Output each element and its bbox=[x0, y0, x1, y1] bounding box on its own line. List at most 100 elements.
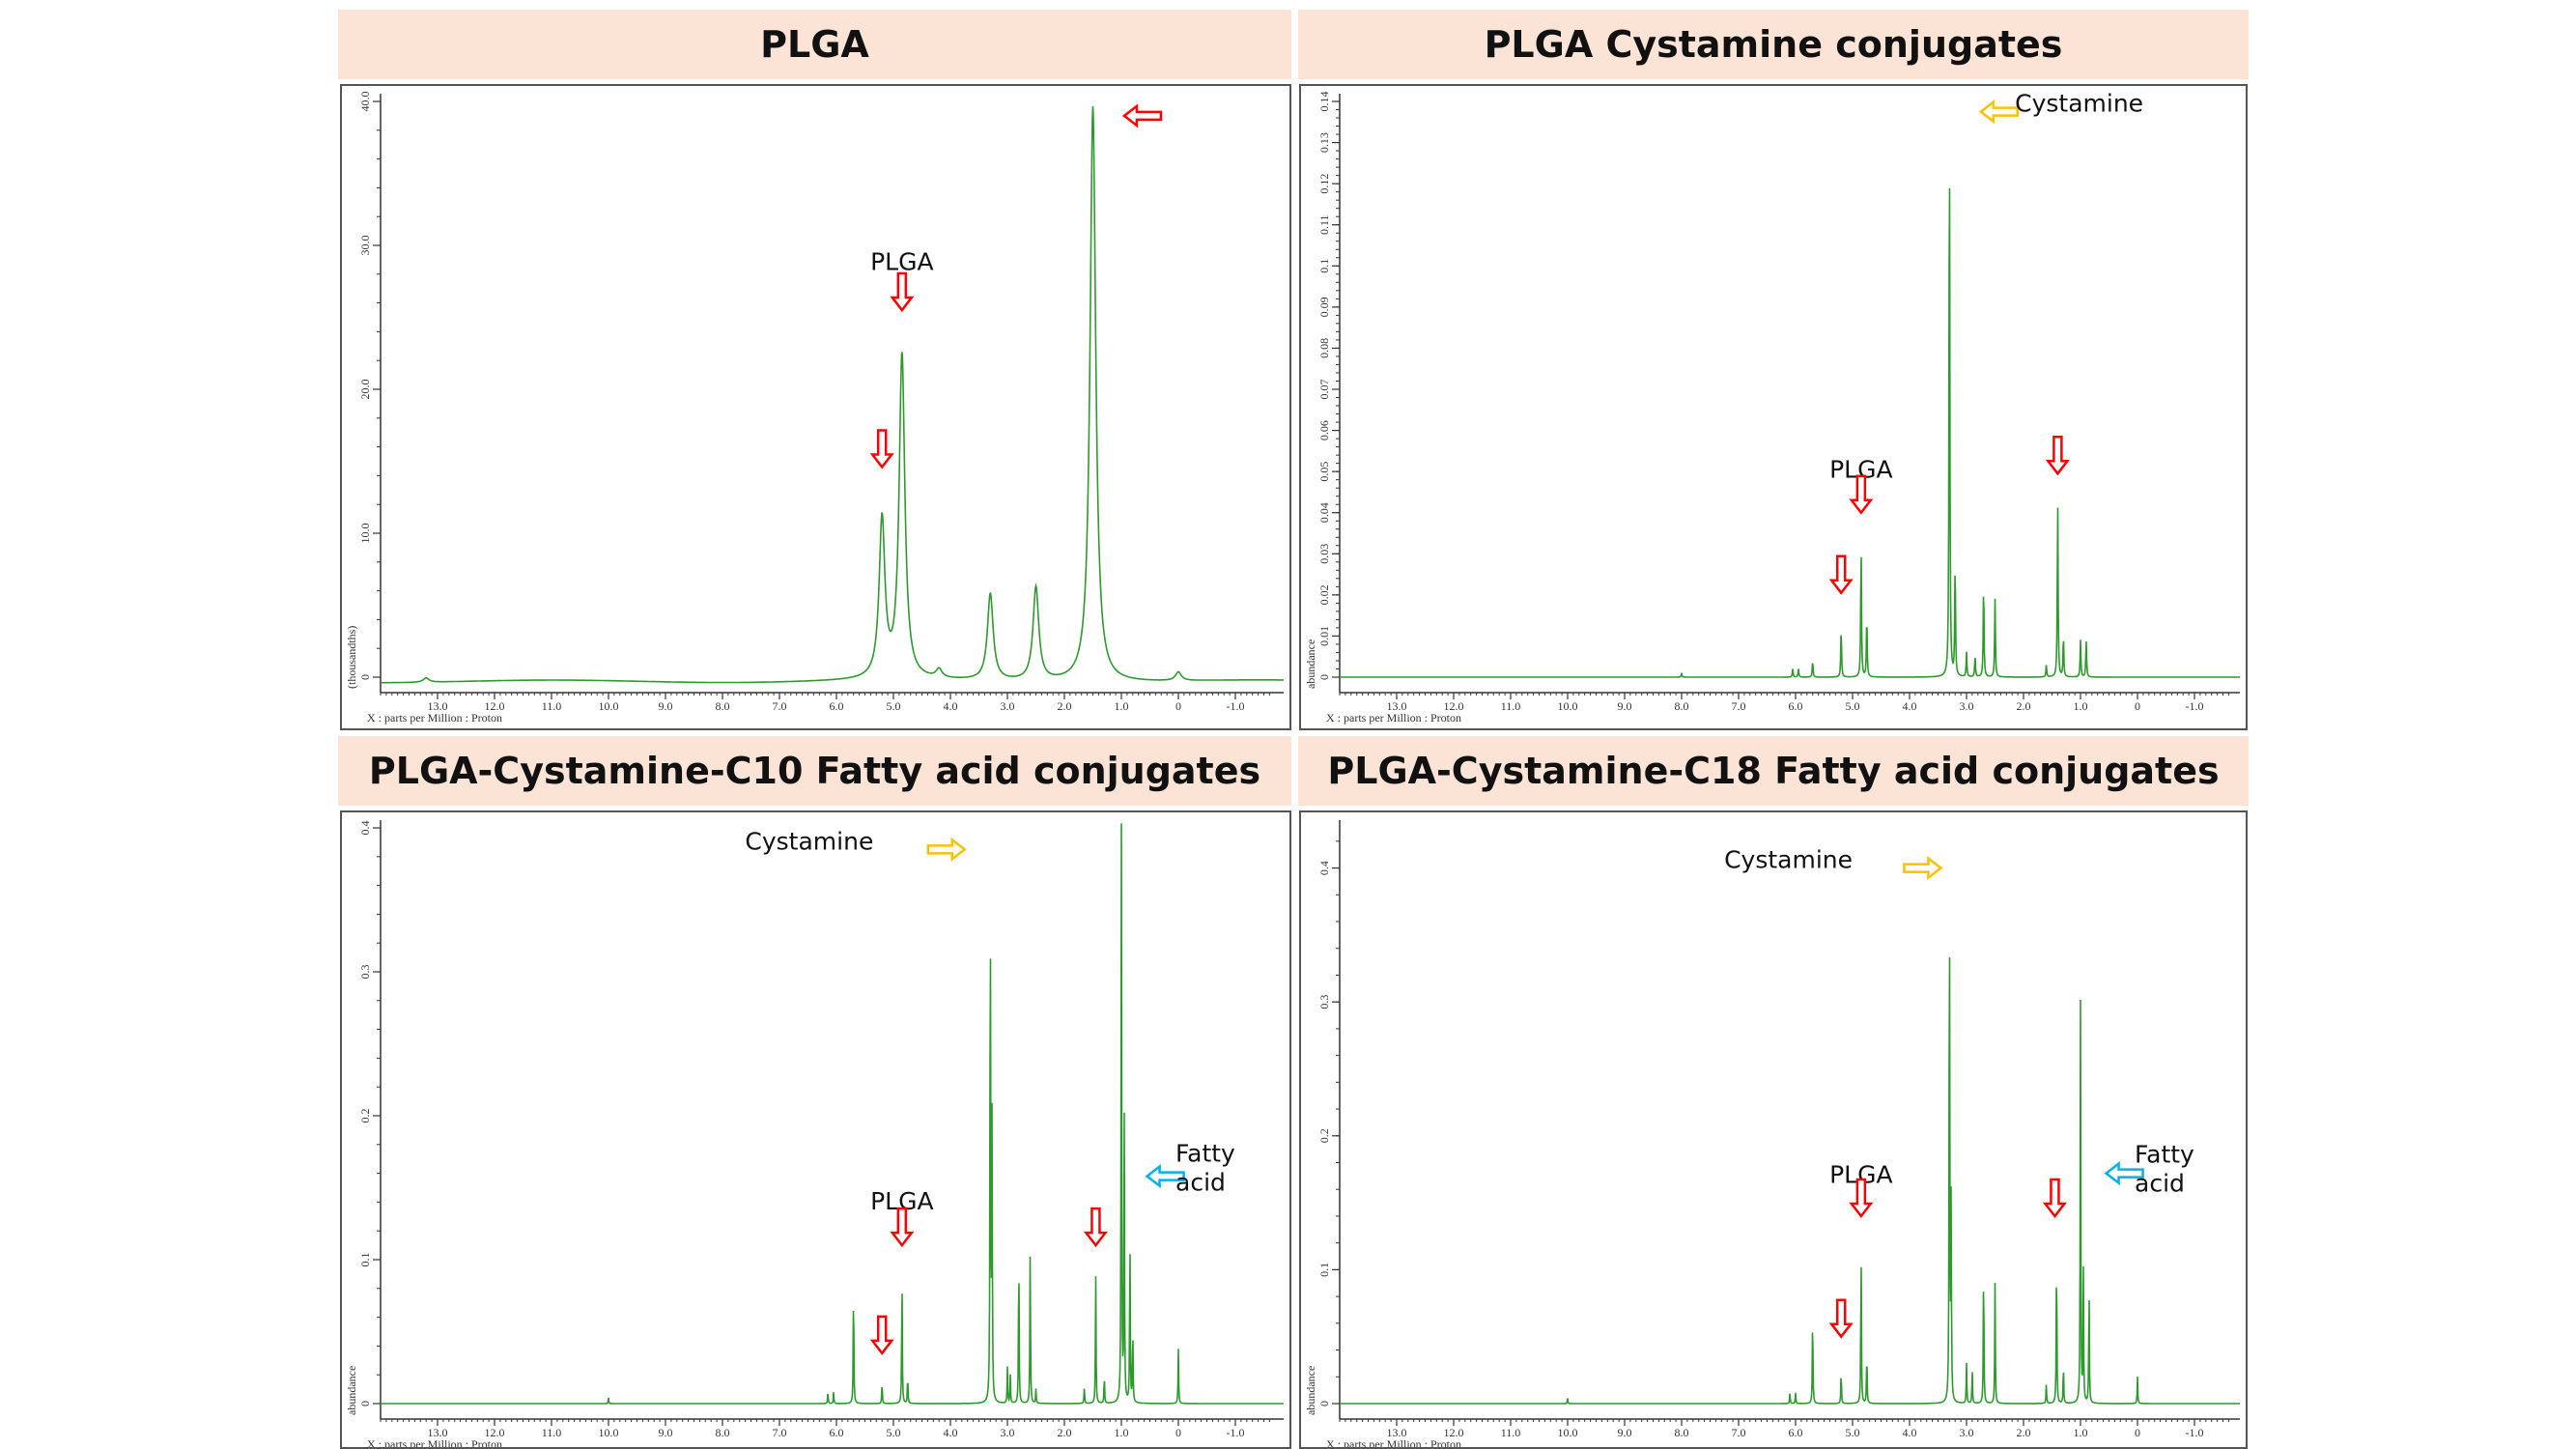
x-tick-label: 1.0 bbox=[1115, 699, 1129, 713]
arrow-down-icon bbox=[2042, 1178, 2067, 1219]
x-tick-label: -1.0 bbox=[1227, 1426, 1245, 1439]
x-tick-label: 11.0 bbox=[542, 1426, 562, 1439]
x-tick-label: 8.0 bbox=[1675, 699, 1689, 713]
x-tick-label: 8.0 bbox=[716, 699, 730, 713]
panel-title-c18: PLGA-Cystamine-C18 Fatty acid conjugates bbox=[1298, 736, 2249, 806]
chart-svg: 13.0 12.0 11.0 10.0 9.0 8.0 7.0 6.0 5.0 4.0 3.0 2.0… bbox=[345, 92, 1284, 724]
arrow-down-icon bbox=[890, 1207, 915, 1248]
y-tick-label: 0.09 bbox=[1317, 297, 1331, 317]
arrow-down-icon bbox=[1828, 1298, 1854, 1339]
x-tick-label: 4.0 bbox=[1903, 1426, 1917, 1439]
x-tick-label: 12.0 bbox=[1444, 699, 1464, 713]
panel-title-plga: PLGA bbox=[338, 10, 1291, 79]
x-tick-label: 1.0 bbox=[2074, 1426, 2088, 1439]
x-tick-label: 2.0 bbox=[1058, 1426, 1072, 1439]
y-axis-label: abundance bbox=[345, 1366, 358, 1415]
y-tick-label: 0.1 bbox=[1317, 1263, 1331, 1277]
x-tick-label: 1.0 bbox=[1115, 1426, 1129, 1439]
y-tick-label: 0 bbox=[1317, 1401, 1331, 1406]
x-tick-label: 10.0 bbox=[1558, 1426, 1578, 1439]
y-tick-label: 0.05 bbox=[1317, 462, 1331, 482]
x-tick-label: 10.0 bbox=[1558, 699, 1578, 713]
x-tick-label: 13.0 bbox=[1387, 1426, 1407, 1439]
arrow-left-icon bbox=[1145, 1164, 1185, 1189]
y-tick-label: 0.2 bbox=[1317, 1128, 1331, 1143]
spectrum-line bbox=[1340, 187, 2240, 678]
arrow-left-icon bbox=[1121, 103, 1163, 128]
y-tick-label: 0.06 bbox=[1317, 420, 1331, 440]
x-tick-label: 13.0 bbox=[428, 1426, 448, 1439]
y-tick-label: 0.13 bbox=[1317, 132, 1331, 153]
y-axis-label: abundance bbox=[1304, 1366, 1317, 1415]
y-tick-label: 0 bbox=[358, 1401, 372, 1406]
arrow-down-icon bbox=[1849, 1178, 1874, 1219]
y-tick-label: 0.04 bbox=[1317, 502, 1331, 523]
x-axis-label: X : parts per Million : Proton bbox=[367, 711, 502, 724]
y-tick-label: 0.03 bbox=[1317, 544, 1331, 564]
x-tick-label: 5.0 bbox=[887, 699, 901, 713]
x-tick-label: 0 bbox=[2135, 1426, 2140, 1439]
x-tick-label: 11.0 bbox=[1501, 699, 1521, 713]
y-tick-label: 0.3 bbox=[358, 965, 372, 980]
y-tick-label: 20.0 bbox=[358, 380, 372, 400]
spectrum-line bbox=[381, 823, 1284, 1405]
x-tick-label: 13.0 bbox=[1387, 699, 1407, 713]
x-tick-label: 7.0 bbox=[773, 699, 787, 713]
x-tick-label: 8.0 bbox=[1675, 1426, 1689, 1439]
x-tick-label: 5.0 bbox=[887, 1426, 901, 1439]
x-tick-label: 9.0 bbox=[659, 1426, 673, 1439]
annotation-label: Fatty acid bbox=[2135, 1141, 2194, 1198]
x-tick-label: 5.0 bbox=[1846, 1426, 1860, 1439]
x-tick-label: 0 bbox=[1175, 699, 1181, 713]
y-axis-label: abundance bbox=[1304, 639, 1317, 689]
annotation-label: Cystamine bbox=[1724, 846, 1853, 874]
y-tick-label: 0 bbox=[358, 674, 372, 680]
arrow-left-icon bbox=[2104, 1161, 2144, 1186]
x-tick-label: 6.0 bbox=[1789, 1426, 1803, 1439]
x-tick-label: 12.0 bbox=[1444, 1426, 1464, 1439]
arrow-down-icon bbox=[1828, 554, 1854, 595]
x-tick-label: 4.0 bbox=[1903, 699, 1917, 713]
y-tick-label: 0.2 bbox=[358, 1109, 372, 1123]
y-axis-label: (thousandths) bbox=[345, 626, 358, 689]
y-tick-label: 0.12 bbox=[1317, 174, 1331, 194]
y-tick-label: 0.11 bbox=[1317, 214, 1331, 235]
x-tick-label: -1.0 bbox=[2186, 1426, 2204, 1439]
y-tick-label: 0.14 bbox=[1317, 92, 1331, 112]
x-tick-label: 12.0 bbox=[485, 1426, 505, 1439]
y-tick-label: 0.4 bbox=[1317, 861, 1331, 875]
x-tick-label: 1.0 bbox=[2074, 699, 2088, 713]
x-tick-label: 9.0 bbox=[659, 699, 673, 713]
x-tick-label: 11.0 bbox=[542, 699, 562, 713]
chart-svg: 13.0 12.0 11.0 10.0 9.0 8.0 7.0 6.0 5.0 4.0 3.0 2.0… bbox=[1304, 820, 2240, 1447]
x-tick-label: 7.0 bbox=[773, 1426, 787, 1439]
x-tick-label: -1.0 bbox=[2186, 699, 2204, 713]
y-tick-label: 0 bbox=[1317, 674, 1331, 680]
x-tick-label: 12.0 bbox=[485, 699, 505, 713]
x-axis-label: X : parts per Million : Proton bbox=[1326, 711, 1461, 724]
x-tick-label: 10.0 bbox=[599, 1426, 619, 1439]
x-tick-label: 6.0 bbox=[830, 699, 844, 713]
arrow-down-icon bbox=[890, 271, 915, 313]
chart-svg: 13.0 12.0 11.0 10.0 9.0 8.0 7.0 6.0 5.0 4.0 3.0 2.0… bbox=[1304, 90, 2240, 724]
spectrum-line bbox=[1340, 957, 2240, 1405]
x-tick-label: 11.0 bbox=[1501, 1426, 1521, 1439]
x-tick-label: -1.0 bbox=[1227, 699, 1245, 713]
annotation-line: Fatty bbox=[2135, 1141, 2194, 1169]
y-tick-label: 0.08 bbox=[1317, 338, 1331, 358]
y-tick-label: 0.01 bbox=[1317, 626, 1331, 646]
arrow-right-icon bbox=[926, 837, 967, 862]
arrow-down-icon bbox=[869, 1315, 894, 1355]
annotation-line: Fatty bbox=[1175, 1140, 1235, 1168]
annotation-label: Fatty acid bbox=[1175, 1140, 1235, 1197]
annotation-line: acid bbox=[1175, 1169, 1226, 1197]
y-tick-label: 0.07 bbox=[1317, 380, 1331, 400]
x-axis-label: X : parts per Million : Proton bbox=[1326, 1437, 1461, 1447]
y-tick-label: 10.0 bbox=[358, 524, 372, 544]
nmr-spectrum-c18: 13.0 12.0 11.0 10.0 9.0 8.0 7.0 6.0 5.0 4.0 3.0 2.0… bbox=[1299, 810, 2248, 1449]
x-tick-label: 7.0 bbox=[1732, 699, 1746, 713]
x-axis-label: X : parts per Million : Proton bbox=[367, 1437, 502, 1447]
annotation-line: acid bbox=[2135, 1170, 2185, 1198]
y-tick-label: 30.0 bbox=[358, 236, 372, 256]
x-tick-label: 4.0 bbox=[944, 1426, 958, 1439]
